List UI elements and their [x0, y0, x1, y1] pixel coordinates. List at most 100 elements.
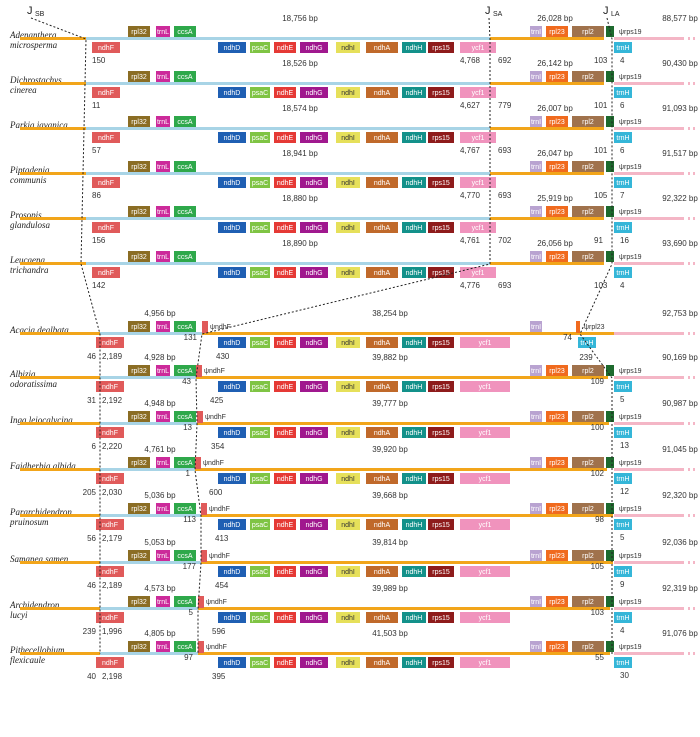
gene-ndhi [336, 612, 360, 623]
gene-label-rpl32: rpl32 [131, 119, 147, 126]
gene-ndhf [96, 519, 124, 530]
gene-ndhg [300, 337, 328, 348]
gene-ndhh [402, 177, 426, 188]
gene-rpl23 [546, 641, 568, 652]
gene-label-ndhf: ndhF [102, 615, 118, 622]
gene-rpl23 [546, 251, 568, 262]
gene-label-trnh: trnH [616, 430, 629, 437]
gene-ndha [366, 612, 398, 623]
distance-label: 109 [591, 377, 605, 386]
gene-ndhi [336, 177, 360, 188]
distance-label: 596 [212, 627, 226, 636]
species-name: Leucaena [9, 255, 45, 265]
distance-label: 413 [215, 534, 229, 543]
gene-label-ndha: ndhA [374, 225, 391, 232]
gene-label-ndhf: ndhF [102, 660, 118, 667]
gene-ycf1 [460, 427, 510, 438]
region-lsc-end [693, 376, 695, 379]
region-irb [100, 514, 201, 517]
gene-label-ycf1: ycf1 [472, 45, 485, 52]
gene-label-ndhg: ndhG [305, 340, 322, 347]
gene-label-trnh: trnH [616, 135, 629, 142]
gene-ndhe [274, 473, 296, 484]
gene-label-ndhf: ndhF [98, 180, 114, 187]
region-lsc-end [693, 217, 695, 220]
gene-psac [250, 566, 270, 577]
junction-sub-jla: LA [611, 11, 620, 18]
gene-label-trnh: trnH [616, 476, 629, 483]
species-name: trichandra [10, 265, 49, 275]
distance-label: 205 [83, 488, 97, 497]
gene-label-trnl: trnL [157, 553, 169, 560]
lsc-length: 92,319 bp [662, 584, 698, 593]
distance-label: 2,179 [102, 534, 123, 543]
gene-label-ccsa: ccsA [177, 324, 193, 331]
distance-label: 86 [92, 191, 101, 200]
gene-rpl2 [572, 161, 604, 172]
gene-ndhf [96, 657, 124, 668]
gene-label-rpl23: rpl23 [549, 599, 565, 606]
pseudogene-label: ψndhF [209, 506, 230, 513]
gene-label-rpl23: rpl23 [549, 254, 565, 261]
gene-trni [530, 641, 542, 652]
gene-rpl32 [128, 641, 150, 652]
gene-label-rpl23: rpl23 [549, 164, 565, 171]
species-name: Inga leiocalycina [9, 415, 73, 425]
gene-trnl [156, 365, 170, 376]
gene-label-trni: trnI [531, 368, 541, 375]
pseudogene-label: ψrps19 [619, 414, 642, 421]
gene-trnl [156, 251, 170, 262]
gene-ndhi [336, 657, 360, 668]
gene-ndhe [274, 519, 296, 530]
gene-ndhh [402, 132, 426, 143]
distance-label: 46 [87, 581, 96, 590]
gene-trnh [578, 337, 596, 348]
gene-label-psac: psaC [252, 340, 268, 347]
region-ira [490, 262, 604, 265]
distance-label: 2,030 [102, 488, 123, 497]
gene-rpl2 [572, 365, 604, 376]
gene-ycf1 [460, 337, 510, 348]
gene-label-ndhg: ndhG [305, 384, 322, 391]
gene-trnl [156, 596, 170, 607]
gene-label-ndhe: ndhE [277, 225, 294, 232]
region-lsc [614, 82, 684, 85]
gene-rpl32 [128, 71, 150, 82]
gene-label-ndhf: ndhF [98, 225, 114, 232]
gene-trnh [614, 519, 632, 530]
distance-label: 101 [594, 146, 608, 155]
gene-label-trni: trnI [531, 254, 541, 261]
gene-label-rps15: rps15 [432, 660, 450, 667]
gene-label-ndhh: ndhH [406, 90, 423, 97]
gene-label-ndhe: ndhE [277, 660, 294, 667]
gene-label-ndhf: ndhF [102, 476, 118, 483]
gene-rpl2 [572, 411, 604, 422]
region-irb [20, 172, 86, 175]
gene-ccsa [174, 251, 196, 262]
region-irb [20, 37, 86, 40]
distance-label: 16 [620, 236, 629, 245]
distance-label: 1,996 [102, 627, 123, 636]
gene-label-psac: psaC [252, 180, 268, 187]
gene-label-ndhg: ndhG [305, 569, 322, 576]
distance-label: 395 [212, 672, 226, 681]
distance-label: 5 [620, 395, 625, 404]
gene-psac [250, 132, 270, 143]
gene-psac [250, 177, 270, 188]
lsc-length: 91,076 bp [662, 629, 698, 638]
gene-ndhg [300, 566, 328, 577]
gene-ndhh [402, 267, 426, 278]
region-lsc-end [688, 652, 690, 655]
gene-label-rpl23: rpl23 [549, 553, 565, 560]
gene-ndhg [300, 177, 328, 188]
gene-label-ndhd: ndhD [224, 615, 241, 622]
gene-label-rpl2: rpl2 [582, 119, 594, 126]
gene-ccsa [174, 503, 196, 514]
gene-label-rpl23: rpl23 [549, 74, 565, 81]
gene-rps15 [428, 42, 454, 53]
gene-pseudo-ndhf [197, 411, 203, 423]
gene-ndhh [402, 612, 426, 623]
gene-label-ccsa: ccsA [177, 414, 193, 421]
